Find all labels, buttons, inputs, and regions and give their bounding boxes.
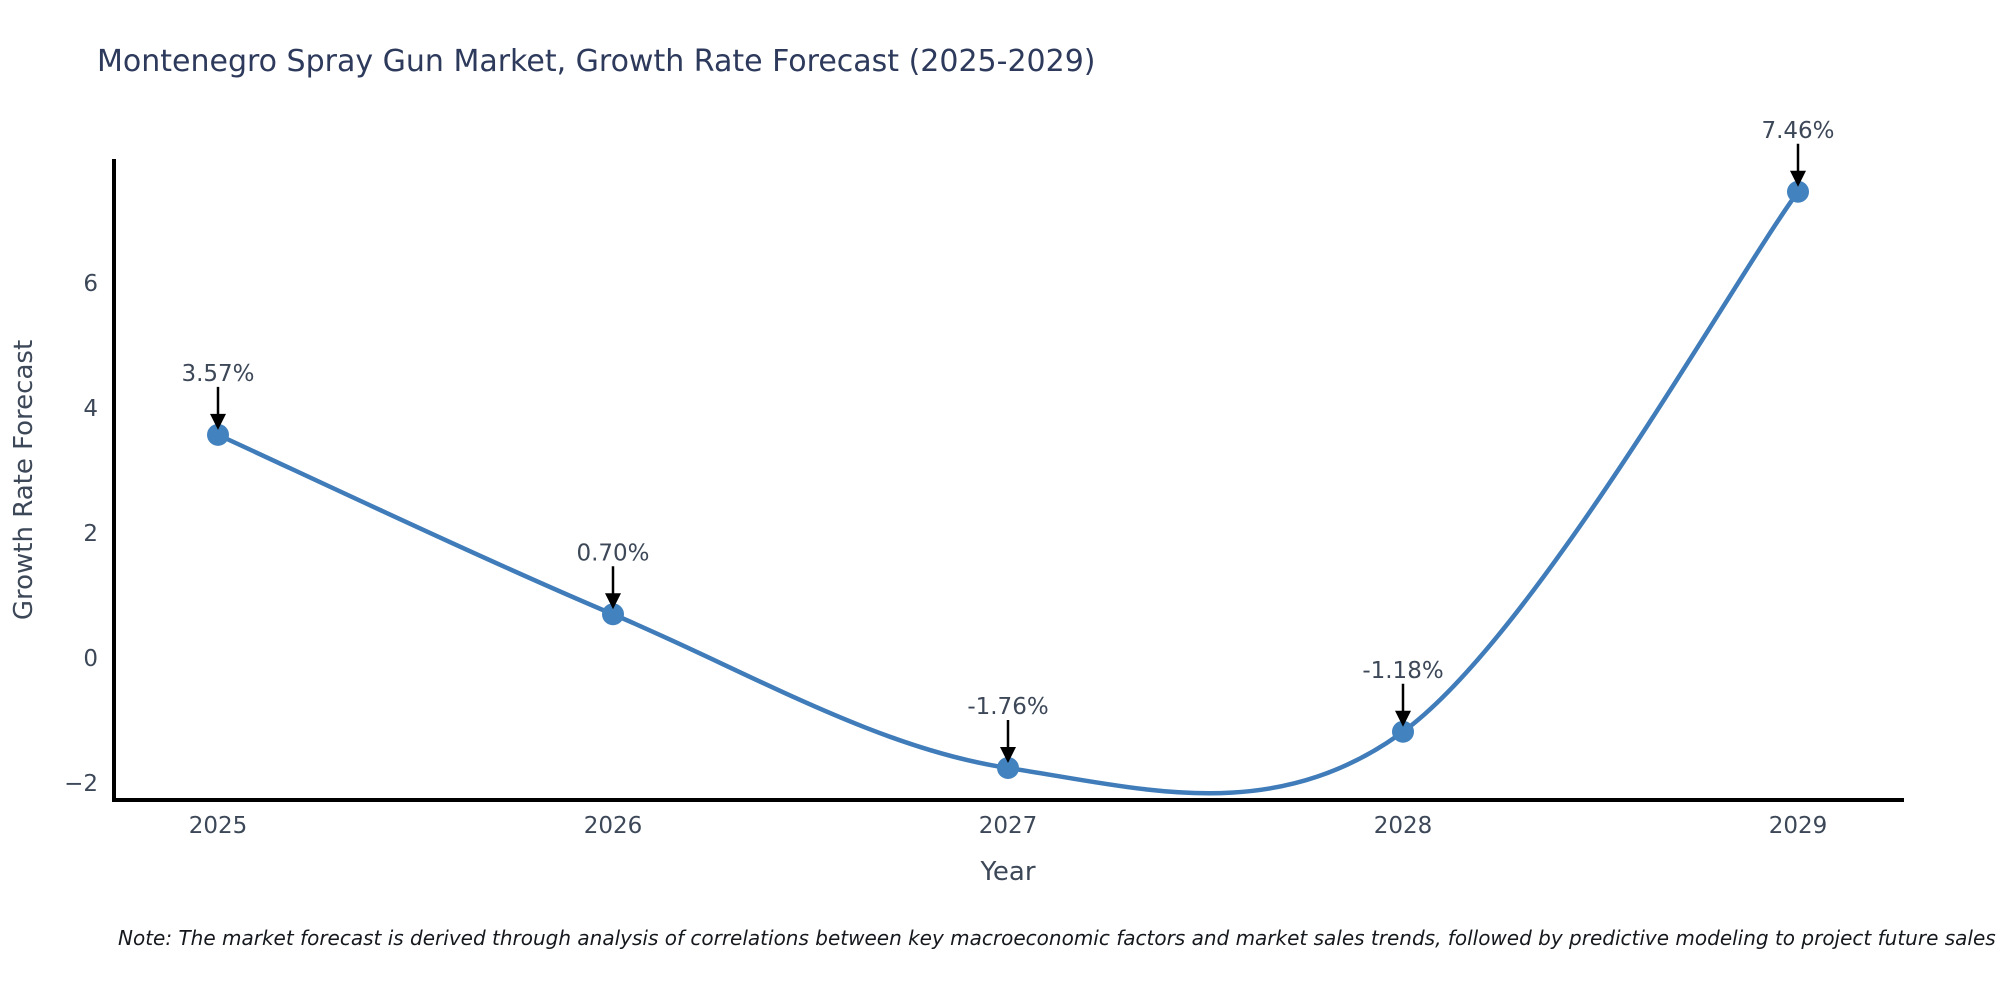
data-point-marker[interactable] — [997, 757, 1019, 779]
series-line — [215, 189, 1801, 796]
y-axis-title: Growth Rate Forecast — [9, 340, 39, 620]
x-tick-label: 2026 — [584, 813, 643, 839]
annotation-arrowhead-icon — [1395, 710, 1411, 727]
annotation-label: -1.18% — [1362, 658, 1443, 684]
x-tick-label: 2027 — [979, 813, 1038, 839]
data-point-marker[interactable] — [1392, 720, 1414, 743]
x-tick-label: 2028 — [1374, 813, 1433, 839]
y-tick-label: −2 — [64, 771, 98, 797]
x-axis-title: Year — [979, 857, 1035, 887]
data-point-marker[interactable] — [1787, 180, 1809, 203]
annotation-arrowhead-icon — [210, 413, 226, 430]
annotation-label: -1.76% — [967, 694, 1048, 720]
annotation-label: 0.70% — [576, 540, 649, 566]
data-point-marker[interactable] — [207, 423, 229, 446]
y-tick-label: 6 — [83, 271, 98, 297]
y-tick-label: 4 — [83, 396, 98, 422]
annotation-arrowhead-icon — [1000, 747, 1016, 763]
x-tick-label: 2025 — [189, 813, 248, 839]
data-point-marker[interactable] — [602, 603, 624, 626]
annotation-arrowhead-icon — [605, 593, 621, 610]
y-tick-label: 2 — [83, 521, 98, 547]
annotation-label: 3.57% — [181, 361, 254, 387]
footnote: Note: The market forecast is derived thr… — [118, 926, 1996, 950]
annotation-arrowhead-icon — [1790, 170, 1806, 187]
y-tick-label: 0 — [83, 646, 98, 672]
chart-title: Montenegro Spray Gun Market, Growth Rate… — [97, 44, 1096, 79]
x-tick-label: 2029 — [1769, 813, 1828, 839]
plot-area: −2 0 2 4 6 2025 2026 2027 2028 2029 3.57% 0.70% -1.7… — [64, 118, 1904, 839]
annotation-label: 7.46% — [1761, 118, 1834, 144]
